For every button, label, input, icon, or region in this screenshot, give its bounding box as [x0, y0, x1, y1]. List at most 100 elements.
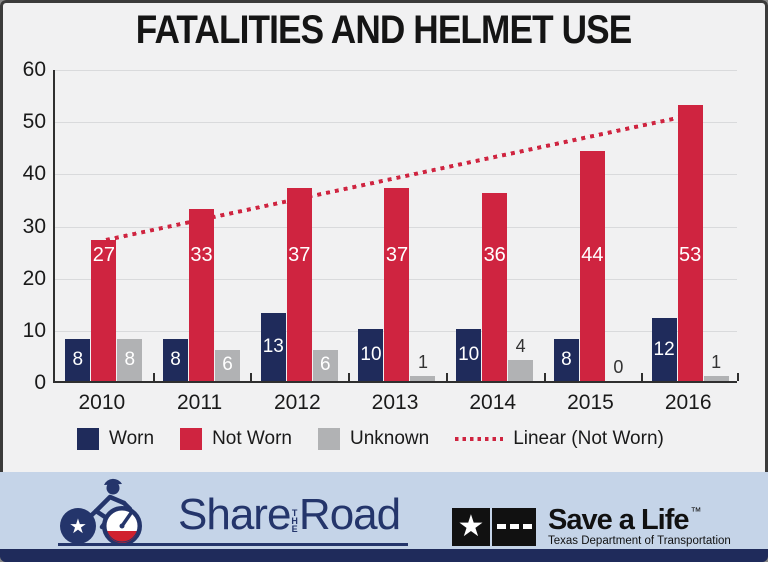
- bar-group-2016: 12 53 1: [641, 70, 739, 381]
- bar-value-label: 10: [458, 343, 480, 365]
- y-tick-label: 60: [22, 58, 46, 81]
- rider-head: [106, 481, 120, 495]
- plot-area: 8 27 8 8 33 6 13 37 6 10 37 1 10 36 4 8 44 0 12 53 1: [53, 70, 739, 383]
- bar-unknown: [312, 349, 338, 381]
- bar-value-label: 37: [288, 244, 311, 266]
- rear-wheel-star: ★: [69, 516, 87, 538]
- unknown-swatch: [317, 428, 340, 450]
- legend-label: Linear (Not Worn): [513, 428, 664, 449]
- bar-worn: [260, 313, 286, 381]
- bar-value-label: 36: [483, 244, 506, 266]
- bar-unknown: [215, 349, 241, 381]
- x-axis-label: 2013: [371, 391, 419, 414]
- trademark-symbol: ™: [690, 506, 702, 518]
- chart-legend: Worn Not Worn Unknown Linear (Not Worn): [77, 428, 664, 450]
- rear-wheel: [60, 508, 96, 544]
- y-tick-label: 50: [22, 110, 46, 134]
- x-axis-tick: [543, 373, 546, 381]
- worn-swatch: [77, 428, 99, 450]
- x-axis-tick: [641, 373, 644, 381]
- cyclist-icon: ★: [60, 478, 142, 545]
- bar-unknown: [508, 360, 534, 381]
- x-axis-tick: [348, 373, 351, 381]
- bar-value-label: 1: [417, 351, 428, 372]
- y-tick-label: 30: [22, 214, 46, 238]
- gridline: [55, 70, 737, 71]
- bar-not-worn: [384, 187, 410, 381]
- share-word: Share: [178, 490, 291, 539]
- not-worn-swatch: [180, 428, 203, 450]
- bar-value-label: 10: [360, 343, 382, 365]
- bar-not-worn: [482, 193, 508, 381]
- y-tick-label: 20: [22, 266, 46, 290]
- x-axis-tick: [152, 373, 155, 381]
- bar-unknown: [117, 339, 143, 381]
- y-tick-label: 40: [22, 162, 46, 186]
- bar-not-worn: [91, 240, 117, 381]
- legend-label: Unknown: [349, 428, 430, 449]
- bar-group-2010: 8 27 8: [55, 70, 153, 381]
- save-a-life-text: Save a Life ™ Texas Department of Transp…: [548, 504, 731, 548]
- bar-worn: [553, 339, 579, 381]
- save-a-life-logo: ★ Save a Life ™ Texas Department of Tran…: [452, 506, 731, 547]
- bar-unknown: [410, 375, 436, 381]
- road-dashes-icon: [492, 507, 536, 546]
- y-tick-label: 0: [34, 371, 46, 394]
- bar-not-worn: [677, 104, 703, 381]
- bar-value-label: 6: [222, 354, 233, 376]
- rider-helmet: [104, 478, 122, 485]
- front-wheel-needle: [120, 511, 133, 528]
- bar-not-worn: [189, 208, 215, 381]
- bar-value-label: 6: [319, 354, 331, 376]
- legend-label: Worn: [109, 428, 155, 449]
- txdot-subtitle: Texas Department of Transportation: [548, 535, 731, 547]
- bar-group-2012: 13 37 6: [250, 70, 348, 381]
- bar-group-2015: 8 44 0: [544, 70, 642, 381]
- bar-worn: [651, 318, 677, 381]
- bar-value-label: 44: [581, 244, 604, 266]
- x-axis-label: 2010: [78, 391, 126, 414]
- bar-worn: [163, 339, 189, 381]
- bar-value-label: 4: [515, 336, 526, 357]
- bar-value-label: 13: [262, 336, 284, 358]
- bar-value-label: 8: [561, 349, 572, 371]
- chart-title: FATALITIES AND HELMET USE: [136, 8, 632, 52]
- bar-value-label: 53: [679, 244, 702, 266]
- x-axis-labels: 2010 2011 2012 2013 2014 2015 2016: [53, 391, 737, 415]
- bar-value-label: 37: [385, 244, 409, 266]
- x-axis-label: 2015: [567, 391, 614, 414]
- bar-unknown: [703, 375, 729, 381]
- x-axis-label: 2011: [176, 391, 223, 414]
- bar-not-worn: [286, 187, 312, 381]
- bar-value-label: 8: [124, 349, 136, 371]
- gridline: [55, 122, 737, 124]
- x-axis-tick: [250, 373, 253, 381]
- bar-group-2014: 10 36 4: [446, 70, 544, 381]
- save-a-life-title: Save a Life: [548, 504, 690, 536]
- footer-navy-strip: [0, 549, 768, 562]
- dotted-line-swatch: [455, 437, 504, 441]
- bar-group-2013: 10 37 1: [348, 70, 446, 381]
- legend-item-not-worn: Not Worn: [180, 428, 292, 450]
- share-logo-underline: [58, 543, 408, 546]
- bar-value-label: 33: [190, 244, 213, 266]
- bar-value-label: 12: [653, 338, 675, 360]
- txdot-star-icon: ★: [452, 507, 490, 546]
- bar-group-2011: 8 33 6: [153, 70, 251, 381]
- legend-item-linear: Linear (Not Worn): [455, 428, 664, 450]
- bar-value-label: 1: [711, 351, 722, 372]
- x-axis-label: 2014: [469, 391, 517, 414]
- road-word: Road: [298, 490, 401, 539]
- x-axis-label: 2012: [273, 391, 321, 414]
- x-axis-label: 2016: [664, 391, 712, 414]
- title-row: FATALITIES AND HELMET USE: [0, 8, 768, 53]
- bar-value-label: 8: [72, 349, 84, 371]
- bar-worn: [65, 339, 91, 381]
- legend-item-worn: Worn: [77, 428, 154, 450]
- y-tick-label: 10: [22, 318, 46, 342]
- bar-not-worn: [579, 151, 605, 381]
